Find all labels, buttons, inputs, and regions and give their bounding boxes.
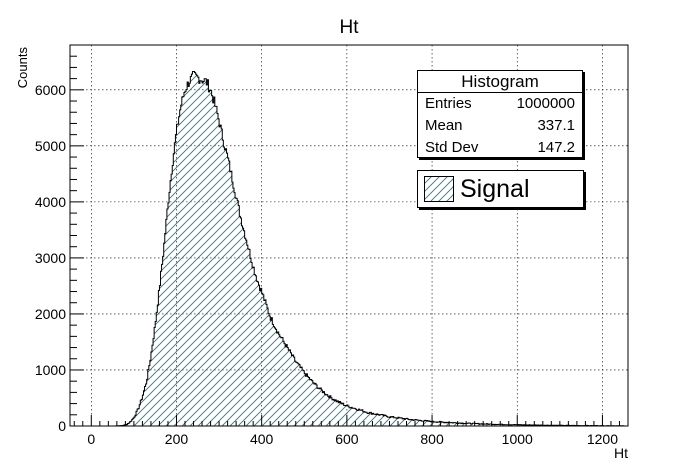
stats-row-mean: Mean 337.1 (418, 115, 582, 137)
y-tick-label: 0 (58, 418, 66, 434)
stats-label: Entries (425, 95, 472, 112)
legend-label: Signal (460, 175, 530, 203)
x-tick-label: 600 (335, 431, 359, 447)
y-tick-label: 5000 (35, 138, 66, 154)
stats-row-entries: Entries 1000000 (418, 93, 582, 115)
y-axis-label: Counts (15, 47, 30, 89)
legend: Signal (417, 170, 584, 208)
x-tick-label: 400 (250, 431, 274, 447)
x-tick-label: 1000 (502, 431, 533, 447)
stats-label: Mean (425, 117, 463, 134)
stats-value: 147.2 (537, 139, 575, 156)
y-tick-label: 4000 (35, 194, 66, 210)
x-tick-label: 800 (420, 431, 444, 447)
histogram-signal (91, 70, 625, 427)
x-tick-label: 200 (165, 431, 189, 447)
x-tick-label: 0 (87, 431, 95, 447)
stats-label: Std Dev (425, 139, 479, 156)
stats-value: 1000000 (516, 95, 575, 112)
chart-title: Ht (340, 17, 360, 38)
x-axis-label: Ht (614, 445, 628, 461)
stats-value: 337.1 (537, 117, 575, 134)
stats-box: Histogram Entries 1000000 Mean 337.1 Std… (417, 70, 583, 158)
legend-swatch (424, 176, 454, 202)
y-tick-label: 3000 (35, 250, 66, 266)
y-tick-label: 6000 (35, 82, 66, 98)
stats-title: Histogram (418, 71, 582, 93)
x-tick-label: 1200 (587, 431, 618, 447)
y-tick-label: 2000 (35, 306, 66, 322)
stats-row-stddev: Std Dev 147.2 (418, 137, 582, 159)
y-tick-label: 1000 (35, 362, 66, 378)
